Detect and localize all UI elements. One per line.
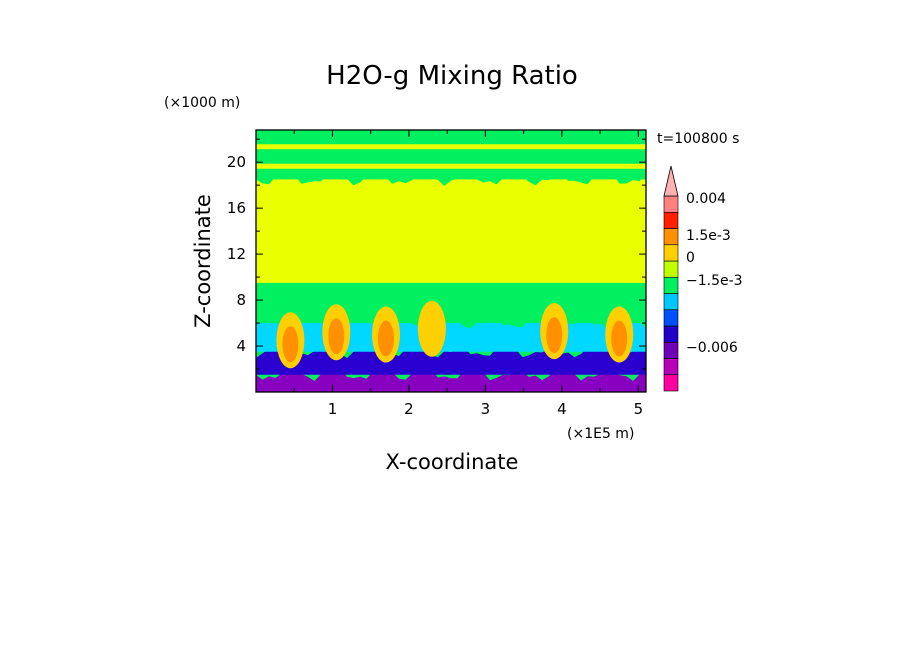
colorbar-label: −1.5e-3 <box>686 273 743 289</box>
upper-streak-0 <box>256 163 646 169</box>
chart-title: H2O-g Mixing Ratio <box>326 61 578 91</box>
colorbar-label: −0.006 <box>686 340 738 356</box>
x-tick-label: 3 <box>481 400 491 418</box>
colorbar-segment <box>663 358 679 376</box>
colorbar-ticks: 0.004 1.5e-3 0 −1.5e-3 −0.006 <box>686 191 743 356</box>
plume-core-2 <box>378 320 394 357</box>
colorbar-segment <box>663 325 679 343</box>
field-band-0 <box>256 368 646 392</box>
y-axis-label: Z-coordinate <box>191 194 215 328</box>
colorbar-segment <box>663 276 679 294</box>
field-band-5 <box>256 130 646 180</box>
colorbar-segment <box>663 341 679 359</box>
y-tick-label: 16 <box>227 199 246 217</box>
y-tick-label: 4 <box>236 337 246 355</box>
colorbar-label: 0.004 <box>686 191 726 207</box>
y-tick-label: 20 <box>227 153 246 171</box>
colorbar-segment <box>663 195 679 213</box>
y-tick-label: 12 <box>227 245 246 263</box>
plume-core-0 <box>282 326 299 363</box>
time-label: t=100800 s <box>657 131 739 147</box>
contour-field <box>256 130 646 392</box>
colorbar-extend-triangle <box>663 165 679 197</box>
plume-core-1 <box>328 318 345 355</box>
x-tick-label: 5 <box>634 400 644 418</box>
colorbar-segment <box>663 228 679 246</box>
x-tick-label: 1 <box>328 400 338 418</box>
upper-streak-1 <box>256 144 646 150</box>
field-band-4 <box>256 173 646 283</box>
colorbar-segment <box>663 309 679 327</box>
colorbar-label: 0 <box>686 250 695 266</box>
y-tick-label: 8 <box>236 291 246 309</box>
x-tick-label: 2 <box>404 400 414 418</box>
y-unit-label: (×1000 m) <box>164 95 240 111</box>
colorbar-segment <box>663 374 679 392</box>
x-axis-label: X-coordinate <box>386 450 519 474</box>
plume-core-4 <box>611 320 628 357</box>
x-tick-label: 4 <box>557 400 567 418</box>
colorbar-segment <box>663 293 679 311</box>
colorbar-segment <box>663 211 679 229</box>
colorbar-segment <box>663 260 679 278</box>
plume-core-5 <box>423 314 440 351</box>
colorbar-segment <box>663 244 679 262</box>
colorbar <box>663 165 679 392</box>
plot-frame <box>255 129 647 393</box>
plume-core-3 <box>546 317 563 354</box>
colorbar-label: 1.5e-3 <box>686 228 731 244</box>
x-unit-label: (×1E5 m) <box>567 426 634 442</box>
